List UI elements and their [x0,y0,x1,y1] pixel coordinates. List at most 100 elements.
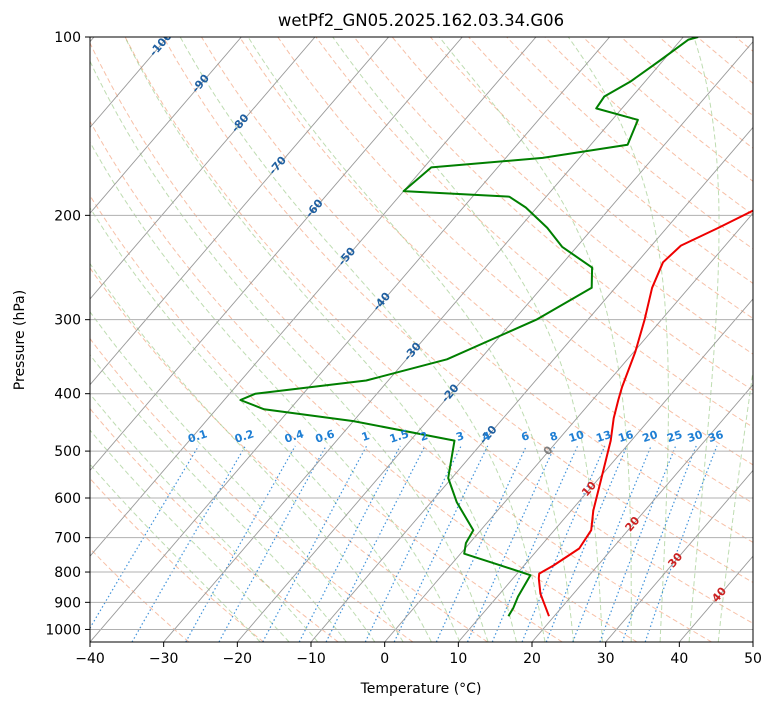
x-tick-label: 40 [670,651,688,667]
mixing-ratio-label: 8 [548,429,559,444]
mixing-ratio-label: 1 [360,429,371,444]
mixing-ratio-line [325,445,426,642]
moist-adiabat [90,60,489,642]
mixing-ratio-label: 3 [454,429,465,444]
isotherm-line [90,37,242,214]
mixing-ratio-line [393,445,489,642]
moist-adiabat [124,37,517,642]
isotherm-line [236,40,753,642]
x-tick-label: 0 [380,651,389,667]
reference-lines [90,37,753,642]
x-tick-label: 50 [744,651,762,667]
mixing-ratio-label: 0.4 [283,427,306,445]
mixing-ratio-line [491,445,579,642]
mixing-ratio-label: 13 [594,428,613,445]
isotherm-line [90,37,389,386]
dry-adiabat [124,37,753,624]
y-axis-label: Pressure (hPa) [12,290,28,390]
dewpoint-profile-line [239,37,699,617]
isotherm-line [457,298,753,642]
y-tick-label: 700 [54,531,81,547]
mixing-ratio-line [466,445,556,642]
x-tick-label: −30 [149,651,179,667]
dry-adiabat [353,37,753,391]
y-tick-label: 500 [54,444,81,460]
mixing-ratio-line [644,445,718,642]
mixing-ratio-label: 0.1 [186,427,209,445]
x-tick-label: −10 [296,651,326,667]
isotherm-line [90,37,537,557]
dry-adiabat [162,37,753,584]
isotherm-line [605,469,753,642]
x-tick-label: 10 [449,651,467,667]
moist-adiabat [90,207,432,642]
x-axis-label: Temperature (°C) [360,681,482,697]
plot-frame [89,36,754,643]
isotherm-line [90,37,610,642]
plot-background [90,37,753,642]
mixing-ratio-label: 25 [665,428,684,445]
y-tick-label: 1000 [45,622,81,638]
dry-adiabat [90,407,339,642]
y-tick-label: 900 [54,595,81,611]
mixing-ratio-line [364,445,462,642]
dry-adiabat [90,267,488,642]
mixing-ratio-label: 30 [686,428,705,445]
x-tick-label: 30 [597,651,615,667]
mixing-ratio-label: 1.5 [388,427,411,445]
isotherm-line [163,37,684,642]
mixing-ratio-line [621,445,697,642]
mixing-ratio-label: 10 [567,428,586,445]
moist-adiabat [90,311,376,642]
mixing-ratio-line [599,445,677,642]
chart-title: wetPf2_GN05.2025.162.03.34.G06 [278,11,564,31]
moist-adiabat [90,354,347,642]
moist-adiabat [247,37,575,642]
mixing-ratio-line [298,445,401,642]
y-tick-label: 800 [54,565,81,581]
dry-adiabat [239,37,753,504]
moist-adiabat [717,367,753,642]
isotherm-line [310,126,753,642]
moist-adiabat [567,37,669,642]
moist-adiabat [688,37,720,642]
moist-adiabat [179,37,546,642]
dry-adiabat [90,194,563,642]
isotherm-line [90,37,463,472]
dry-adiabat [90,120,638,642]
mixing-ratio-label: 0.6 [314,427,337,445]
y-tick-label: 200 [54,208,81,224]
mixing-ratio-label: 0.2 [233,427,256,445]
dry-adiabat [391,37,753,355]
x-tick-label: 20 [523,651,541,667]
temperature-profile-line [537,209,753,617]
moist-adiabat [90,429,290,642]
moist-adiabat [438,37,632,642]
mixing-ratio-line [90,445,200,630]
isotherm-line [531,384,753,642]
x-tick-label: −40 [75,651,105,667]
moist-adiabat [90,463,261,642]
mixing-ratio-label: 36 [707,428,726,445]
mixing-ratio-label: 4 [481,429,493,444]
mixing-ratio-line [185,445,296,642]
axes: −40 −30 −20 −10 0 10 20 30 40 5010020030040050060… [45,30,762,667]
dry-adiabat [277,37,753,466]
mixing-ratio-label: 2 [418,429,429,444]
dry-adiabat [90,477,264,642]
mixing-ratio-label: 20 [641,428,660,445]
moist-adiabat [90,262,404,642]
isotherm-line [90,37,316,300]
y-tick-label: 400 [54,387,81,403]
mixing-ratio-label: 6 [520,429,532,444]
isotherm-line [384,212,753,642]
sounding-profiles [239,37,753,617]
mixing-ratio-label: 16 [617,428,636,445]
moist-adiabat [332,37,603,642]
y-tick-label: 300 [54,313,81,329]
dry-adiabat [90,42,712,642]
y-tick-label: 600 [54,491,81,507]
x-tick-label: −20 [223,651,253,667]
